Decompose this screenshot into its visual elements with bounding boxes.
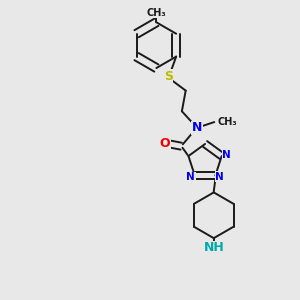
Text: O: O: [159, 137, 170, 150]
Text: CH₃: CH₃: [218, 117, 237, 127]
Text: N: N: [192, 121, 202, 134]
Text: CH₃: CH₃: [146, 8, 166, 18]
Text: NH: NH: [203, 241, 224, 254]
Text: N: N: [215, 172, 224, 182]
Text: N: N: [216, 171, 225, 181]
Text: S: S: [164, 70, 173, 83]
Text: N: N: [186, 172, 195, 182]
Text: N: N: [222, 150, 231, 161]
